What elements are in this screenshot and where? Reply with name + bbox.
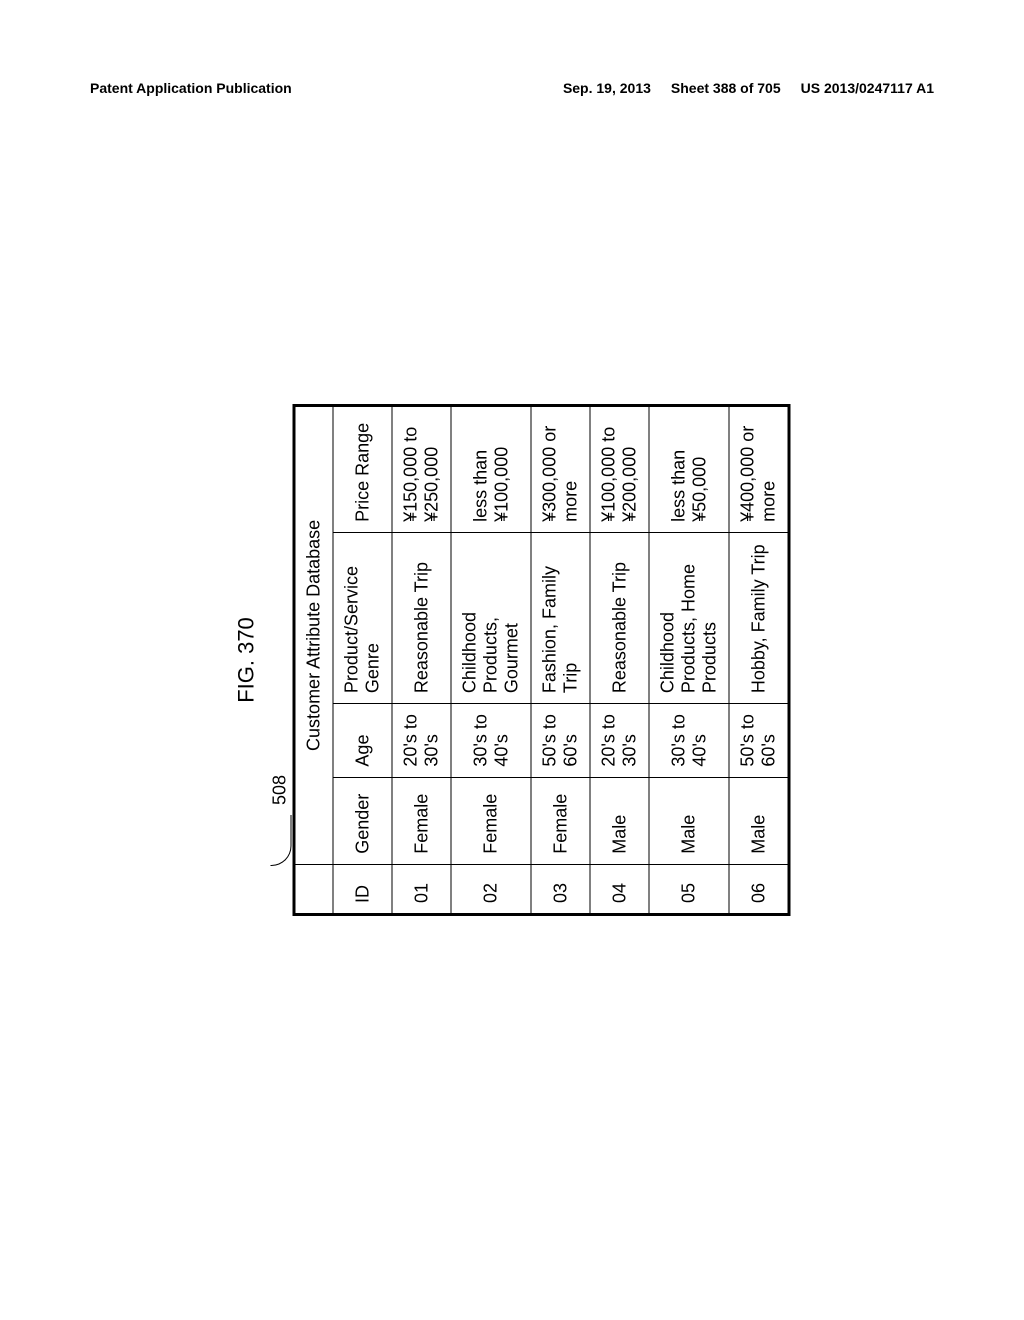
cell-id: 05 (649, 864, 729, 914)
cell-id: 06 (729, 864, 789, 914)
cell-genre: Reasonable Trip (590, 532, 649, 703)
header-docnum: US 2013/0247117 A1 (801, 80, 934, 96)
cell-gender: Female (392, 777, 451, 864)
cell-genre: Fashion, Family Trip (531, 532, 590, 703)
cell-age: 20's to 30's (590, 704, 649, 777)
cell-age: 20's to 30's (392, 704, 451, 777)
page-header: Patent Application Publication Sep. 19, … (0, 80, 1024, 96)
cell-id: 04 (590, 864, 649, 914)
table-header-row: ID Gender Age Product/Service Genre Pric… (333, 406, 392, 915)
col-header-price: Price Range (333, 406, 392, 533)
cell-age: 50's to 60's (729, 704, 789, 777)
cell-price: ¥150,000 to ¥250,000 (392, 406, 451, 533)
reference-number-row: 508 (270, 404, 291, 866)
table-row: 04 Male 20's to 30's Reasonable Trip ¥10… (590, 406, 649, 915)
col-header-age: Age (333, 704, 392, 777)
cell-gender: Male (590, 777, 649, 864)
cell-gender: Male (649, 777, 729, 864)
cell-gender: Female (531, 777, 590, 864)
cell-genre: Reasonable Trip (392, 532, 451, 703)
header-sheet: Sheet 388 of 705 (671, 80, 781, 96)
empty-cell (294, 864, 333, 914)
reference-number: 508 (270, 775, 291, 805)
table-row: 05 Male 30's to 40's Childhood Products,… (649, 406, 729, 915)
header-left: Patent Application Publication (90, 80, 292, 96)
cell-genre: Hobby, Family Trip (729, 532, 789, 703)
cell-price: ¥400,000 or more (729, 406, 789, 533)
header-right: Sep. 19, 2013 Sheet 388 of 705 US 2013/0… (563, 80, 934, 96)
cell-id: 03 (531, 864, 590, 914)
cell-genre: Childhood Products, Gourmet (451, 532, 531, 703)
table-title-row: Customer Attribute Database (294, 406, 333, 915)
cell-id: 02 (451, 864, 531, 914)
table-row: 01 Female 20's to 30's Reasonable Trip ¥… (392, 406, 451, 915)
header-date: Sep. 19, 2013 (563, 80, 651, 96)
cell-gender: Male (729, 777, 789, 864)
col-header-genre: Product/Service Genre (333, 532, 392, 703)
col-header-id: ID (333, 864, 392, 914)
cell-gender: Female (451, 777, 531, 864)
table-row: 03 Female 50's to 60's Fashion, Family T… (531, 406, 590, 915)
figure-content: FIG. 370 508 Customer Attribute Database… (234, 404, 791, 916)
cell-genre: Childhood Products, Home Products (649, 532, 729, 703)
cell-age: 30's to 40's (649, 704, 729, 777)
reference-leader-line (271, 815, 292, 866)
table-row: 02 Female 30's to 40's Childhood Product… (451, 406, 531, 915)
cell-price: less than ¥50,000 (649, 406, 729, 533)
cell-price: less than ¥100,000 (451, 406, 531, 533)
cell-id: 01 (392, 864, 451, 914)
table-title: Customer Attribute Database (294, 406, 333, 865)
cell-price: ¥100,000 to ¥200,000 (590, 406, 649, 533)
figure-label: FIG. 370 (234, 404, 260, 916)
table-row: 06 Male 50's to 60's Hobby, Family Trip … (729, 406, 789, 915)
cell-age: 30's to 40's (451, 704, 531, 777)
col-header-gender: Gender (333, 777, 392, 864)
cell-age: 50's to 60's (531, 704, 590, 777)
customer-attribute-table: Customer Attribute Database ID Gender Ag… (293, 404, 791, 916)
cell-price: ¥300,000 or more (531, 406, 590, 533)
